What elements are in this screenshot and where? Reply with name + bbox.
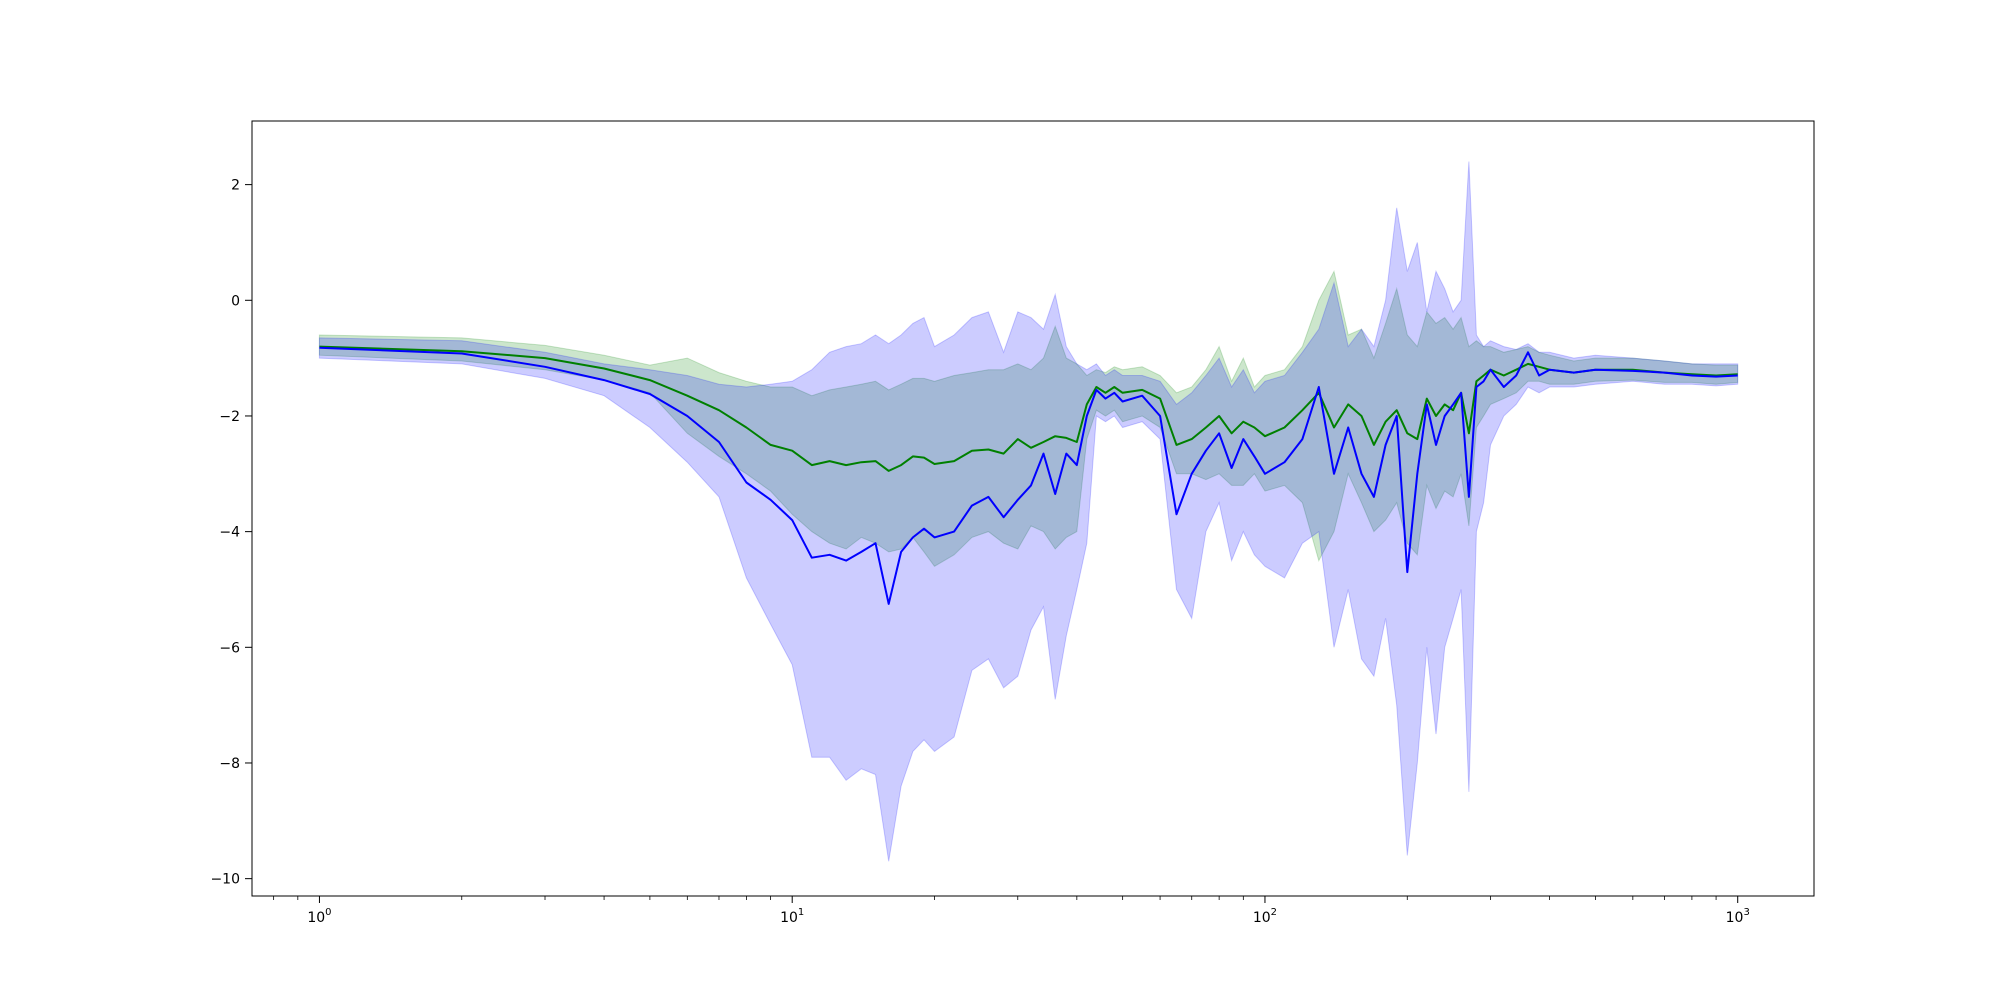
x-tick-label-2: 102 <box>1253 907 1277 926</box>
series-1-line <box>319 345 1738 472</box>
y-axis: 2 0 −2 −4 −6 −8 −10 <box>210 178 252 888</box>
x-axis: 100 101 102 103 <box>273 896 1750 926</box>
x-tick-label-1: 101 <box>780 907 804 926</box>
y-tick-label-4: −6 <box>219 640 240 656</box>
series-1-band <box>318 269 1739 567</box>
confidence-bands <box>318 161 1739 862</box>
x-tick-label-3: 103 <box>1726 907 1750 926</box>
plot-frame <box>251 120 1815 897</box>
y-tick-label-6: −10 <box>210 872 240 888</box>
series-2-band <box>318 161 1739 862</box>
series-2-line <box>319 346 1738 605</box>
y-tick-label-2: −2 <box>219 409 240 425</box>
y-tick-label-5: −8 <box>219 756 240 772</box>
series-lines <box>319 345 1738 605</box>
y-tick-label-0: 2 <box>231 178 240 194</box>
x-tick-label-0: 100 <box>307 907 331 926</box>
y-tick-label-3: −4 <box>219 525 240 541</box>
y-tick-label-1: 0 <box>231 293 240 309</box>
